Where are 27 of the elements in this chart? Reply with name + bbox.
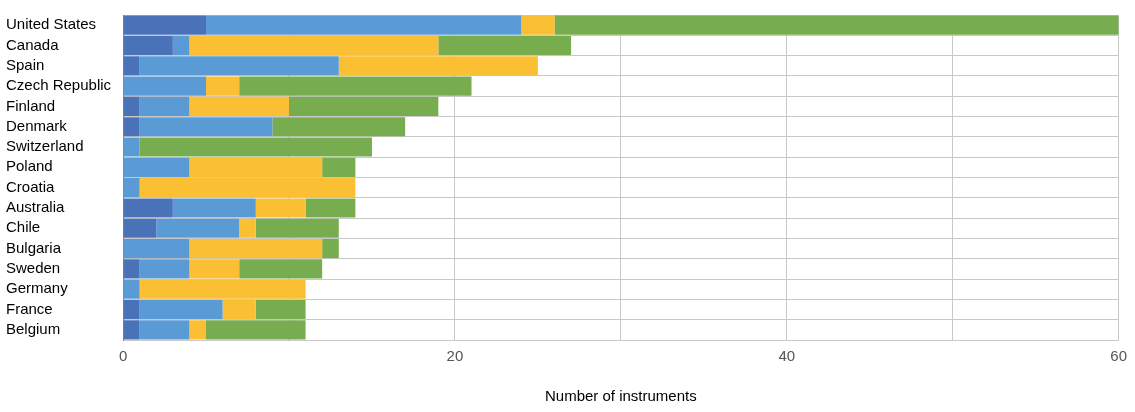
x-tick-label: 40 xyxy=(778,347,796,365)
y-tick-label: Bulgaria xyxy=(6,238,62,256)
y-tick-label: Sweden xyxy=(6,259,61,277)
y-tick-label: Finland xyxy=(6,96,56,114)
bar xyxy=(206,15,522,35)
y-tick-label: Spain xyxy=(6,55,45,73)
y-tick-label: Canada xyxy=(6,35,60,53)
y-tick-label: Switzerland xyxy=(6,137,84,155)
x-tick-label: 20 xyxy=(446,347,464,365)
y-tick-label: Denmark xyxy=(6,116,68,134)
bar xyxy=(239,259,323,279)
bar xyxy=(123,259,140,279)
y-tick-label: Poland xyxy=(6,157,53,175)
y-tick-label: Chile xyxy=(6,218,41,236)
y-tick-label: Australia xyxy=(6,198,66,216)
y-tick-label: Czech Republic xyxy=(6,76,112,94)
y-tick-label: Croatia xyxy=(6,177,56,195)
bar xyxy=(123,279,140,299)
y-tick-label: United States xyxy=(6,15,97,33)
bar xyxy=(521,15,555,35)
x-tick-label: 60 xyxy=(1110,347,1127,365)
y-tick-label: Belgium xyxy=(6,319,61,337)
y-tick-label: Germany xyxy=(6,279,69,297)
bar xyxy=(189,320,207,340)
x-tick-label: 0 xyxy=(118,347,128,365)
x-axis-title: Number of instruments xyxy=(544,387,697,405)
y-tick-label: France xyxy=(6,299,53,317)
